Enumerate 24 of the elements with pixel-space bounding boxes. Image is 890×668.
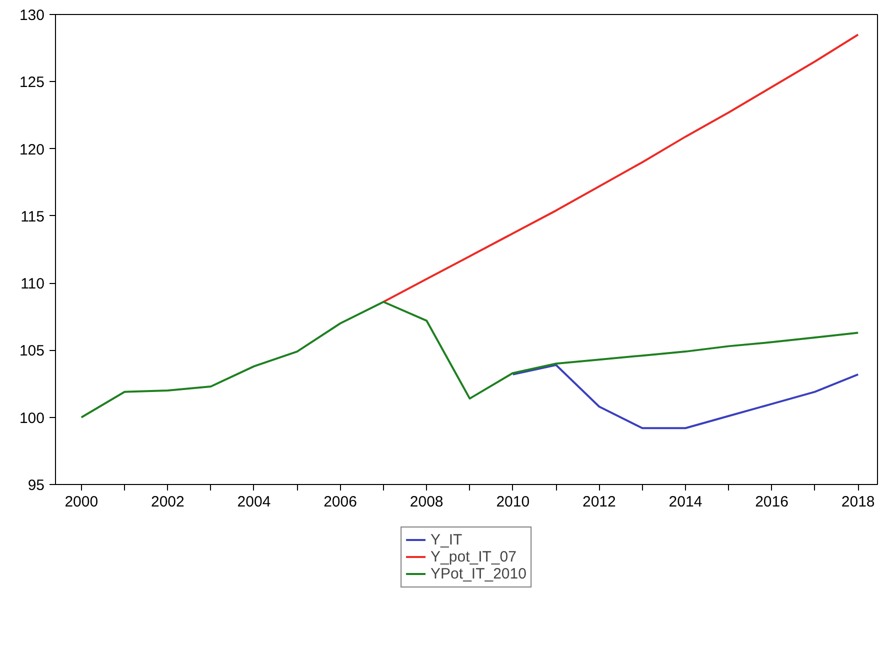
y-tick-label: 130: [19, 7, 45, 24]
legend-label: Y_pot_IT_07: [430, 548, 516, 565]
line-series: [512, 364, 860, 430]
line-series: [80, 300, 860, 418]
x-tick-label: 2014: [668, 494, 702, 510]
legend-label: YPot_IT_2010: [430, 565, 526, 582]
x-tick-label: 2002: [151, 494, 184, 510]
y-tick-label: 120: [19, 141, 45, 158]
x-tick-label: 2010: [496, 494, 530, 510]
line-series: [382, 34, 860, 303]
y-tick-label: 125: [19, 74, 45, 92]
legend-label: Y_IT: [430, 531, 462, 548]
x-tick-label: 2018: [841, 494, 875, 510]
x-tick-label: 2008: [410, 494, 444, 510]
y-tick-label: 95: [28, 477, 45, 494]
y-tick-label: 110: [20, 276, 45, 293]
y-tick-label: 100: [19, 410, 45, 427]
x-tick-label: 2012: [582, 494, 616, 510]
x-tick-label: 2004: [237, 494, 271, 510]
x-tick-label: 2000: [64, 494, 98, 510]
x-tick-label: 2016: [755, 494, 788, 510]
y-tick-label: 115: [20, 208, 45, 226]
x-tick-label: 2006: [324, 494, 357, 510]
y-tick-label: 105: [19, 342, 45, 360]
